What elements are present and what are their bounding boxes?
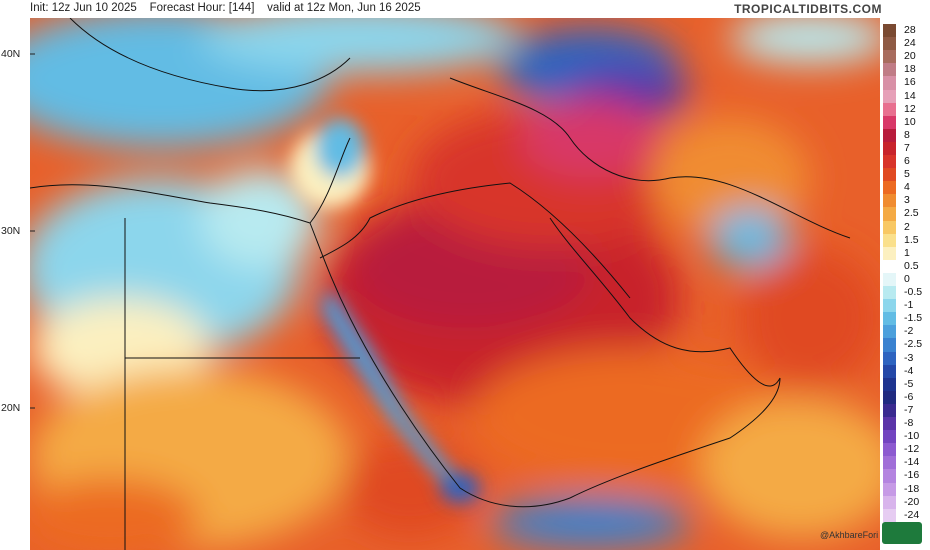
scale-swatch bbox=[883, 168, 896, 182]
scale-swatch bbox=[883, 351, 896, 366]
scale-label: -5 bbox=[904, 377, 914, 390]
scale-swatch bbox=[883, 102, 896, 117]
scale-swatch bbox=[883, 24, 896, 38]
scale-swatch bbox=[883, 233, 896, 248]
scale-label: 2 bbox=[904, 220, 910, 233]
scale-label: -14 bbox=[904, 456, 920, 469]
scale-swatch bbox=[883, 63, 896, 77]
scale-label: -1 bbox=[904, 299, 914, 312]
scale-label: -6 bbox=[904, 390, 914, 403]
scale-label: 12 bbox=[904, 102, 916, 115]
title-bar: Init: 12z Jun 10 2025 Forecast Hour: [14… bbox=[0, 0, 930, 18]
scale-label: 14 bbox=[904, 89, 916, 102]
scale-swatch bbox=[883, 194, 896, 208]
scale-label: 3 bbox=[904, 194, 910, 207]
scale-label: -2 bbox=[904, 325, 914, 338]
scale-label: -10 bbox=[904, 430, 920, 443]
scale-label: 1 bbox=[904, 246, 910, 259]
scale-swatch bbox=[883, 377, 896, 392]
color-scale: 28 24 20 18 16 14 12 10 8 7 6 5 4 3 2.5 2 1.5 1 0.5 0 -0.5 -1… bbox=[880, 18, 930, 550]
scale-swatch bbox=[883, 364, 896, 379]
scale-label: -3 bbox=[904, 351, 914, 364]
credit-text: @AkhbareFori bbox=[820, 530, 879, 540]
scale-label: 10 bbox=[904, 115, 916, 128]
scale-label: 4 bbox=[904, 181, 910, 194]
scale-swatch bbox=[883, 128, 896, 143]
scale-swatch bbox=[883, 508, 896, 523]
scale-label: -0.5 bbox=[904, 286, 923, 298]
scale-label: 24 bbox=[904, 37, 916, 50]
forecast-info: Init: 12z Jun 10 2025 Forecast Hour: [14… bbox=[30, 2, 421, 14]
scale-swatch bbox=[883, 495, 896, 510]
scale-label: 0 bbox=[904, 272, 910, 285]
scale-label: 18 bbox=[904, 63, 916, 76]
scale-swatch bbox=[883, 76, 896, 90]
scale-label: -18 bbox=[904, 482, 920, 495]
scale-swatch bbox=[883, 272, 896, 287]
scale-swatch bbox=[883, 338, 896, 352]
scale-swatch bbox=[883, 181, 896, 195]
scale-swatch bbox=[883, 403, 896, 418]
scale-swatch bbox=[883, 220, 896, 235]
scale-swatch bbox=[883, 115, 896, 130]
news-logo bbox=[882, 522, 922, 544]
scale-swatch bbox=[883, 430, 896, 444]
scale-label: -20 bbox=[904, 495, 920, 508]
scale-swatch bbox=[883, 207, 896, 221]
scale-swatch bbox=[883, 246, 896, 261]
lat-label-20n: 20N bbox=[1, 402, 21, 414]
scale-label: 7 bbox=[904, 141, 910, 154]
map-canvas bbox=[30, 18, 880, 550]
scale-swatch bbox=[883, 141, 896, 156]
forecast-hour-label: Forecast Hour: [144] bbox=[149, 2, 255, 14]
scale-swatch bbox=[883, 286, 896, 300]
scale-label: -4 bbox=[904, 364, 914, 377]
scale-label: 20 bbox=[904, 50, 916, 63]
scale-swatch bbox=[883, 456, 896, 470]
scale-swatch bbox=[883, 259, 896, 274]
anomaly-map bbox=[30, 18, 880, 550]
scale-swatch bbox=[883, 50, 896, 64]
scale-label: 2.5 bbox=[904, 207, 919, 220]
scale-swatch bbox=[883, 417, 896, 431]
brand-logo[interactable]: TROPICALTIDBITS.COM bbox=[734, 2, 882, 16]
scale-swatch bbox=[883, 325, 896, 339]
scale-swatch bbox=[883, 482, 896, 497]
scale-label: 28 bbox=[904, 24, 916, 36]
scale-label: 6 bbox=[904, 155, 910, 167]
scale-label: -1.5 bbox=[904, 312, 923, 325]
scale-swatch bbox=[883, 155, 896, 169]
scale-swatch bbox=[883, 390, 896, 405]
scale-label: 8 bbox=[904, 128, 910, 141]
scale-label: -16 bbox=[904, 469, 920, 482]
scale-label: 16 bbox=[904, 76, 916, 89]
init-label: Init: 12z Jun 10 2025 bbox=[30, 2, 137, 14]
scale-swatch bbox=[883, 312, 896, 326]
scale-label: 1.5 bbox=[904, 233, 919, 246]
scale-swatch bbox=[883, 89, 896, 104]
scale-label: -7 bbox=[904, 403, 914, 416]
lat-label-30n: 30N bbox=[1, 225, 21, 237]
scale-label: -24 bbox=[904, 508, 920, 521]
scale-swatch bbox=[883, 469, 896, 483]
scale-label: 0.5 bbox=[904, 259, 919, 272]
scale-label: -8 bbox=[904, 417, 914, 429]
scale-swatch bbox=[883, 37, 896, 51]
lat-label-40n: 40N bbox=[1, 48, 21, 60]
scale-swatch bbox=[883, 443, 896, 457]
scale-label: 5 bbox=[904, 168, 910, 181]
valid-time-label: valid at 12z Mon, Jun 16 2025 bbox=[267, 2, 421, 14]
scale-label: -12 bbox=[904, 443, 920, 456]
scale-label: -2.5 bbox=[904, 338, 923, 351]
scale-swatch bbox=[883, 299, 896, 313]
